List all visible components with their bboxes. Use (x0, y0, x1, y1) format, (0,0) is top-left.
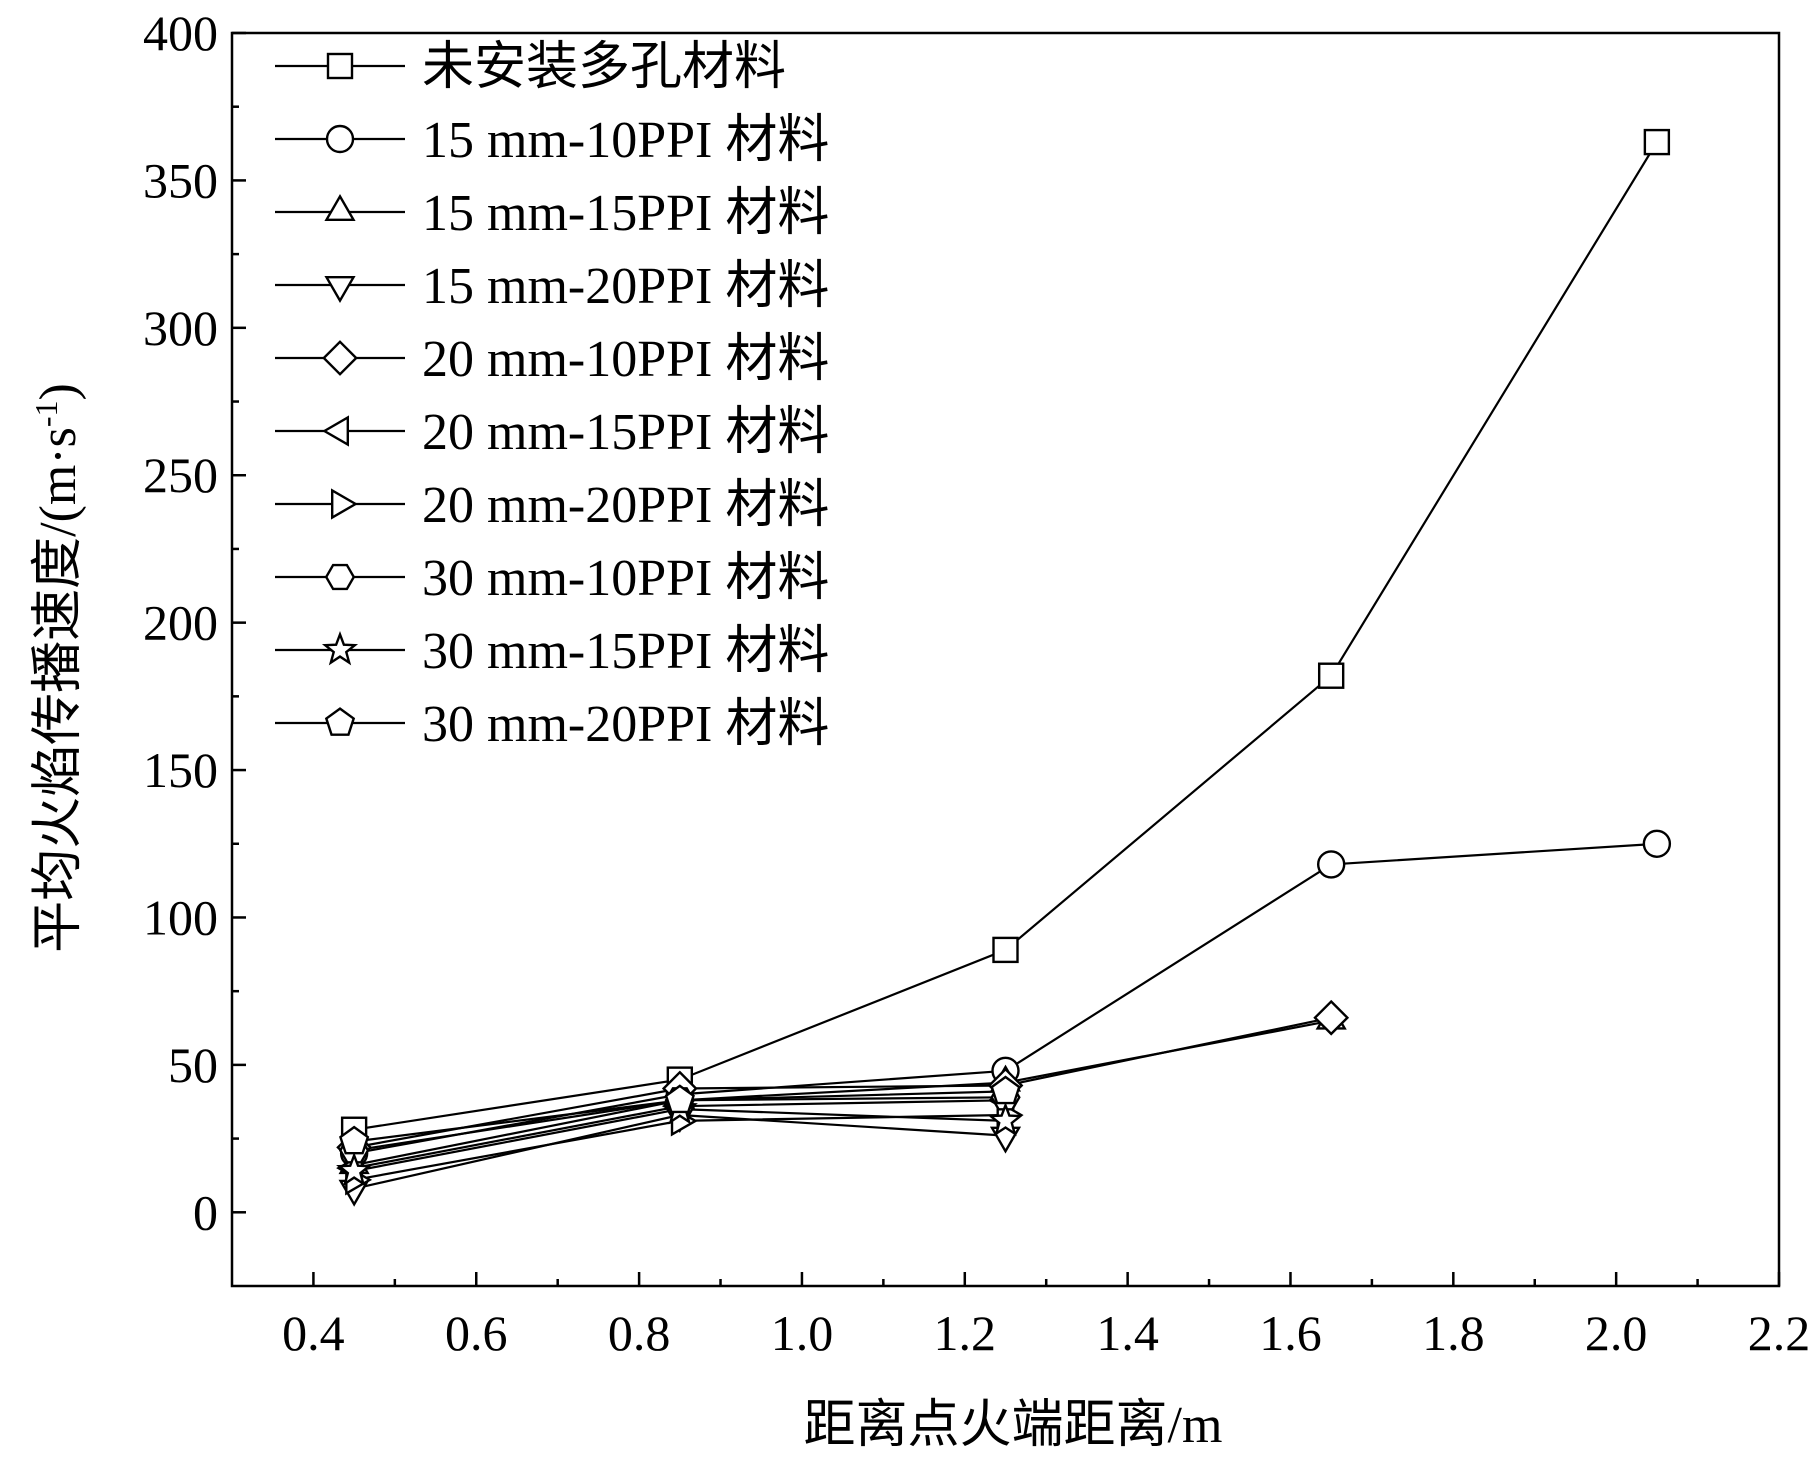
y-tick-label: 150 (143, 742, 218, 798)
legend-item: 30 mm-20PPI 材料 (275, 696, 829, 753)
x-tick-label: 0.6 (445, 1305, 508, 1361)
data-point-square (1643, 128, 1671, 156)
legend-item: 未安装多孔材料 (275, 39, 786, 96)
data-point-diamond (322, 340, 358, 376)
series-5 (353, 1016, 1332, 1149)
series-markers-3 (338, 1002, 1347, 1175)
series-markers-10 (339, 1075, 1021, 1155)
data-point-pentagon (324, 707, 356, 736)
x-tick-label: 2.2 (1748, 1305, 1811, 1361)
y-tick-label: 200 (143, 595, 218, 651)
data-point-star (987, 1101, 1024, 1137)
y-tick-label: 400 (143, 5, 218, 61)
y-tick-label: 0 (193, 1184, 218, 1240)
x-tick-label: 1.8 (1422, 1305, 1485, 1361)
x-axis-ticks: 0.4 0.6 0.8 1.0 1.2 1.4 1.6 1.8 2.0 2.2 (282, 1272, 1810, 1361)
data-point-circle (1642, 829, 1672, 858)
data-point-square (992, 936, 1019, 964)
x-tick-label: 1.4 (1096, 1305, 1159, 1361)
data-point-pentagon (664, 1084, 695, 1114)
data-point-circle (1316, 850, 1346, 879)
legend-label: 30 mm-10PPI 材料 (422, 550, 829, 607)
data-point-pentagon (990, 1075, 1021, 1105)
series-line (353, 1016, 1332, 1149)
series-layer (336, 128, 1672, 1207)
legend-label: 20 mm-15PPI 材料 (422, 404, 829, 461)
y-tick-label: 100 (143, 889, 218, 945)
y-tick-label: 50 (168, 1037, 218, 1093)
data-point-circle (325, 124, 355, 154)
y-axis-label-main: 平均火焰传播速度/(m·s (30, 427, 87, 953)
x-tick-label: 1.6 (1259, 1305, 1322, 1361)
data-point-pentagon (339, 1125, 370, 1155)
x-tick-label: 1.0 (771, 1305, 834, 1361)
legend-label: 15 mm-10PPI 材料 (422, 112, 829, 169)
data-point-hexagon (324, 563, 356, 591)
x-tick-label: 2.0 (1585, 1305, 1648, 1361)
legend-label: 未安装多孔材料 (422, 39, 786, 96)
y-tick-label: 300 (143, 300, 218, 356)
legend: 未安装多孔材料 15 mm-10PPI 材料 15 mm-15PPI 材料 15 mm… (275, 39, 829, 753)
legend-label: 20 mm-10PPI 材料 (422, 331, 829, 388)
x-tick-label: 1.2 (934, 1305, 997, 1361)
legend-item: 15 mm-10PPI 材料 (275, 112, 829, 169)
x-tick-label: 0.4 (282, 1305, 345, 1361)
data-point-star (336, 1152, 373, 1187)
y-tick-label: 350 (143, 152, 218, 208)
x-tick-label: 0.8 (608, 1305, 671, 1361)
legend-label: 30 mm-20PPI 材料 (422, 696, 829, 753)
legend-label: 15 mm-20PPI 材料 (422, 258, 829, 315)
data-point-triangle-down (324, 276, 356, 304)
legend-item: 30 mm-10PPI 材料 (275, 550, 829, 607)
legend-item: 15 mm-15PPI 材料 (275, 185, 829, 242)
legend-item: 15 mm-20PPI 材料 (275, 258, 829, 315)
legend-label: 30 mm-15PPI 材料 (422, 623, 829, 680)
y-axis-label-superscript: -1 (28, 400, 64, 427)
legend-label: 15 mm-15PPI 材料 (422, 185, 829, 242)
data-point-triangle-up (324, 193, 356, 222)
y-axis-label: 平均火焰传播速度/(m·s-1) (28, 383, 87, 953)
data-point-star (321, 631, 359, 666)
legend-item: 30 mm-15PPI 材料 (275, 623, 829, 680)
legend-item: 20 mm-20PPI 材料 (275, 477, 829, 534)
legend-item: 20 mm-15PPI 材料 (275, 404, 829, 461)
y-axis-label-tail: ) (30, 383, 87, 400)
data-point-square (326, 52, 354, 80)
data-point-triangle-right (331, 488, 359, 520)
y-tick-label: 250 (143, 447, 218, 503)
data-point-square (1317, 662, 1345, 689)
data-point-diamond (1313, 999, 1350, 1036)
y-axis-ticks: 0 50 100 150 200 250 300 350 400 (143, 5, 246, 1240)
x-axis-label: 距离点火端距离/m (804, 1397, 1223, 1454)
legend-item: 20 mm-10PPI 材料 (275, 331, 829, 388)
legend-label: 20 mm-20PPI 材料 (422, 477, 829, 534)
plot-frame (230, 31, 1781, 1288)
data-point-triangle-left (321, 415, 349, 447)
